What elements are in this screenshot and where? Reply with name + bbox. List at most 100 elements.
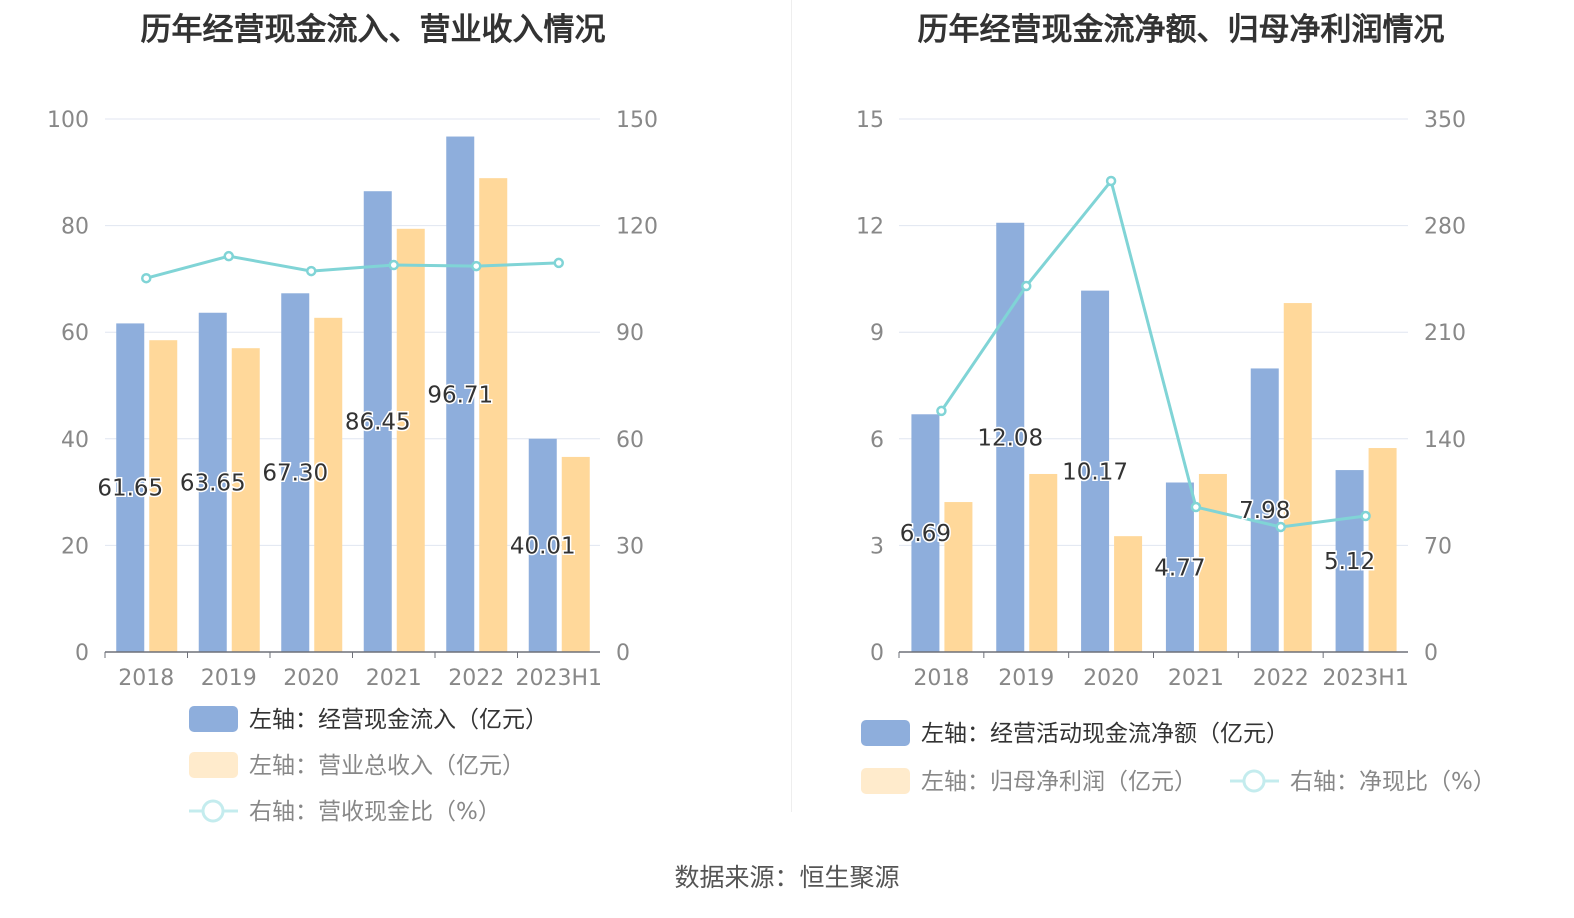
line-右轴：营收现金比（%）	[145, 254, 559, 280]
right-chart-title: 历年经营现金流净额、归母净利润情况	[917, 12, 1445, 48]
left-axis-tick: 0	[75, 641, 89, 666]
bar-左轴：营业总收入（亿元）	[561, 456, 590, 652]
x-axis-label: 2020	[283, 666, 339, 691]
bar-value-label: 7.98	[1239, 498, 1290, 524]
line-point	[1275, 521, 1286, 533]
bar-value-label: 12.08	[977, 425, 1043, 451]
right-axis-tick: 60	[616, 428, 644, 453]
bar-左轴：经营活动现金流净额（亿元）	[1335, 470, 1364, 652]
right-axis-tick: 0	[616, 641, 630, 666]
bar-左轴：营业总收入（亿元）	[149, 340, 178, 652]
right-axis-tick: 210	[1424, 321, 1466, 346]
left-axis-tick: 80	[61, 215, 89, 240]
x-axis-label: 2019	[998, 666, 1054, 691]
line-point	[306, 265, 317, 277]
bar-value-label: 40.01	[510, 533, 576, 559]
bar-左轴：经营现金流入（亿元）	[446, 136, 475, 652]
x-axis-label: 2019	[201, 666, 257, 691]
bar-左轴：营业总收入（亿元）	[479, 178, 508, 652]
legend-swatch	[861, 720, 910, 746]
right-axis-tick: 280	[1424, 215, 1466, 240]
right-axis-tick: 350	[1424, 108, 1466, 133]
line-point	[1360, 510, 1371, 522]
bar-左轴：归母净利润（亿元）	[1114, 536, 1143, 652]
x-axis-label: 2020	[1083, 666, 1139, 691]
legend-circle-icon	[201, 799, 225, 823]
bar-value-label: 6.69	[900, 521, 951, 547]
chart-1: 0 0 3 70 6 140 9 210 12 280 15 350 2018 2019 2020 2021 2…	[856, 108, 1496, 795]
left-axis-tick: 3	[870, 534, 884, 559]
x-axis-label: 2023H1	[1322, 666, 1409, 691]
line-point	[141, 272, 152, 284]
line-point	[471, 260, 482, 272]
bar-value-label: 96.71	[427, 382, 493, 408]
bar-value-label: 10.17	[1062, 459, 1128, 485]
bar-左轴：经营现金流入（亿元）	[281, 293, 310, 652]
x-axis-label: 2018	[118, 666, 174, 691]
legend-label[interactable]: 左轴：归母净利润（亿元）	[921, 769, 1197, 795]
bar-value-label: 86.45	[345, 410, 411, 436]
bar-value-label: 63.65	[180, 470, 246, 496]
bar-左轴：归母净利润（亿元）	[1029, 473, 1058, 652]
x-axis-label: 2021	[1168, 666, 1224, 691]
left-axis-tick: 9	[870, 321, 884, 346]
legend-swatch	[189, 752, 238, 778]
left-axis-tick: 20	[61, 534, 89, 559]
left-axis-tick: 15	[856, 108, 884, 133]
left-axis-tick: 0	[870, 641, 884, 666]
bar-左轴：经营活动现金流净额（亿元）	[1165, 482, 1194, 652]
legend-label[interactable]: 右轴：营收现金比（%）	[249, 799, 501, 825]
line-右轴：净现比（%）	[940, 177, 1366, 529]
left-axis-tick: 6	[870, 428, 884, 453]
left-chart-title: 历年经营现金流入、营业收入情况	[140, 12, 606, 48]
bar-左轴：经营活动现金流净额（亿元）	[1250, 368, 1279, 652]
right-axis-tick: 120	[616, 215, 658, 240]
legend-swatch	[189, 706, 238, 732]
data-source: 数据来源：恒生聚源	[674, 863, 900, 892]
legend-label[interactable]: 右轴：净现比（%）	[1290, 769, 1496, 795]
bar-value-label: 67.30	[262, 461, 328, 487]
line-point	[936, 405, 947, 417]
bar-value-label: 5.12	[1324, 549, 1375, 575]
legend-swatch	[861, 768, 910, 794]
bar-左轴：经营活动现金流净额（亿元）	[1081, 290, 1110, 652]
x-axis-label: 2018	[913, 666, 969, 691]
bar-左轴：经营现金流入（亿元）	[116, 323, 145, 652]
legend-label[interactable]: 左轴：经营现金流入（亿元）	[249, 707, 548, 733]
bar-左轴：营业总收入（亿元）	[231, 348, 260, 652]
bar-左轴：归母净利润（亿元）	[1198, 473, 1227, 652]
chart-0: 0 0 20 30 40 60 60 90 80 120 100 150 2018 2019 2020 202…	[47, 108, 658, 825]
x-axis-label: 2022	[1253, 666, 1309, 691]
x-axis-label: 2023H1	[515, 666, 602, 691]
left-axis-tick: 100	[47, 108, 89, 133]
bar-左轴：经营现金流入（亿元）	[528, 438, 557, 652]
right-axis-tick: 70	[1424, 534, 1452, 559]
right-axis-tick: 30	[616, 534, 644, 559]
line-point	[1190, 501, 1202, 513]
right-axis-tick: 150	[616, 108, 658, 133]
legend-label[interactable]: 左轴：营业总收入（亿元）	[249, 753, 525, 779]
chart-divider	[791, 0, 792, 812]
left-axis-tick: 40	[61, 428, 89, 453]
bar-左轴：营业总收入（亿元）	[314, 317, 343, 652]
bar-左轴：营业总收入（亿元）	[396, 228, 425, 652]
bar-value-label: 61.65	[97, 476, 163, 502]
bar-value-label: 4.77	[1154, 555, 1205, 581]
bar-左轴：归母净利润（亿元）	[1283, 303, 1312, 652]
right-axis-tick: 90	[616, 321, 644, 346]
x-axis-label: 2021	[366, 666, 422, 691]
legend-label[interactable]: 左轴：经营活动现金流净额（亿元）	[921, 721, 1289, 747]
bar-左轴：归母净利润（亿元）	[944, 502, 973, 652]
left-axis-tick: 60	[61, 321, 89, 346]
x-axis-label: 2022	[448, 666, 504, 691]
left-axis-tick: 12	[856, 215, 884, 240]
line-point	[1105, 175, 1117, 187]
bar-左轴：经营活动现金流净额（亿元）	[911, 414, 940, 652]
line-point	[1021, 280, 1032, 292]
line-point	[553, 257, 564, 269]
bar-左轴：归母净利润（亿元）	[1368, 448, 1397, 652]
right-axis-tick: 140	[1424, 428, 1466, 453]
line-point	[388, 259, 399, 271]
legend-circle-icon	[1242, 769, 1266, 793]
